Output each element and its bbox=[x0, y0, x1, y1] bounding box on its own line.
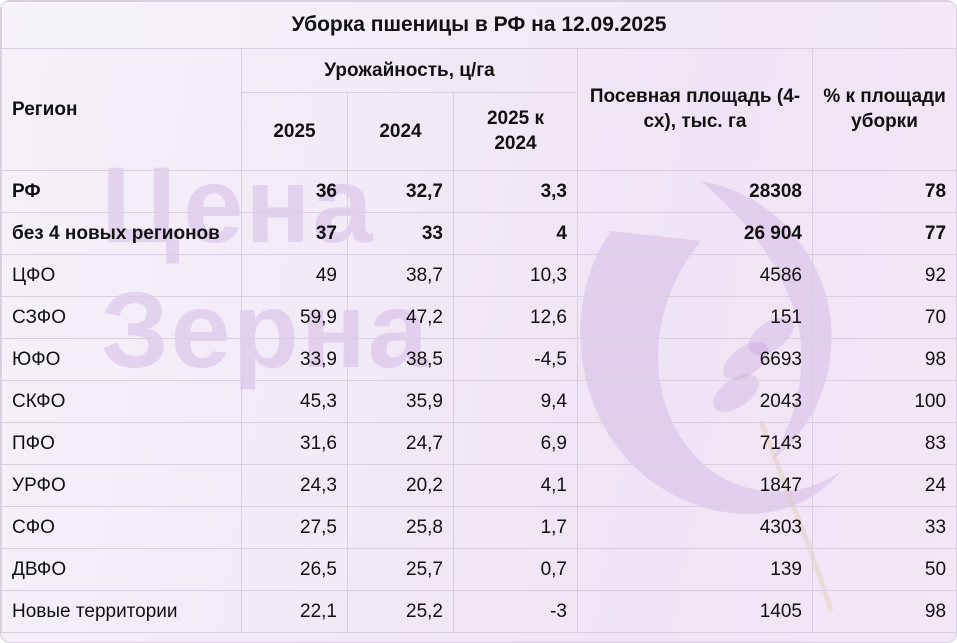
header-pct: % к площади уборки bbox=[811, 48, 956, 171]
table-row: РФ 36 32,7 3,3 28308 78 bbox=[1, 170, 956, 213]
cell-pct: 98 bbox=[811, 338, 956, 381]
table-body: РФ 36 32,7 3,3 28308 78 без 4 новых регионов 37… bbox=[1, 170, 956, 633]
cell-pct: 33 bbox=[811, 506, 956, 549]
cell-area: 1847 bbox=[577, 464, 813, 507]
header-diff: 2025 к 2024 bbox=[453, 92, 578, 171]
header-2025: 2025 bbox=[241, 92, 348, 171]
cell-y2025: 49 bbox=[241, 254, 348, 297]
cell-diff: 6,9 bbox=[453, 422, 578, 465]
cell-pct: 77 bbox=[811, 212, 956, 255]
cell-y2024: 33 bbox=[347, 212, 454, 255]
cell-y2025: 27,5 bbox=[241, 506, 348, 549]
cell-area: 28308 bbox=[577, 170, 813, 213]
cell-y2025: 59,9 bbox=[241, 296, 348, 339]
table-row: Новые территории 22,1 25,2 -3 1405 98 bbox=[1, 590, 956, 633]
cell-area: 2043 bbox=[577, 380, 813, 423]
cell-pct: 83 bbox=[811, 422, 956, 465]
cell-y2024: 35,9 bbox=[347, 380, 454, 423]
cell-y2024: 25,8 bbox=[347, 506, 454, 549]
cell-region: ЮФО bbox=[1, 338, 242, 381]
cell-region: РФ bbox=[1, 170, 242, 213]
cell-region: УРФО bbox=[1, 464, 242, 507]
cell-diff: 4,1 bbox=[453, 464, 578, 507]
cell-region: СКФО bbox=[1, 380, 242, 423]
cell-area: 4586 bbox=[577, 254, 813, 297]
cell-area: 26 904 bbox=[577, 212, 813, 255]
cell-y2024: 24,7 bbox=[347, 422, 454, 465]
cell-region: СФО bbox=[1, 506, 242, 549]
table-row: ЮФО 33,9 38,5 -4,5 6693 98 bbox=[1, 338, 956, 381]
cell-y2025: 22,1 bbox=[241, 590, 348, 633]
cell-area: 151 bbox=[577, 296, 813, 339]
cell-pct: 70 bbox=[811, 296, 956, 339]
table-row: СКФО 45,3 35,9 9,4 2043 100 bbox=[1, 380, 956, 423]
cell-y2025: 37 bbox=[241, 212, 348, 255]
table-row: СФО 27,5 25,8 1,7 4303 33 bbox=[1, 506, 956, 549]
cell-region: ДВФО bbox=[1, 548, 242, 591]
table-row: ДВФО 26,5 25,7 0,7 139 50 bbox=[1, 548, 956, 591]
cell-y2024: 20,2 bbox=[347, 464, 454, 507]
cell-region: ПФО bbox=[1, 422, 242, 465]
cell-area: 1405 bbox=[577, 590, 813, 633]
header-area: Посевная площадь (4-сх), тыс. га bbox=[577, 48, 813, 171]
table-row: ЦФО 49 38,7 10,3 4586 92 bbox=[1, 254, 956, 297]
cell-y2025: 24,3 bbox=[241, 464, 348, 507]
cell-pct: 98 bbox=[811, 590, 956, 633]
cell-pct: 92 bbox=[811, 254, 956, 297]
cell-diff: -4,5 bbox=[453, 338, 578, 381]
cell-y2025: 33,9 bbox=[241, 338, 348, 381]
cell-pct: 24 bbox=[811, 464, 956, 507]
header-2024: 2024 bbox=[347, 92, 454, 171]
cell-region: ЦФО bbox=[1, 254, 242, 297]
cell-y2025: 31,6 bbox=[241, 422, 348, 465]
cell-pct: 50 bbox=[811, 548, 956, 591]
table-row: ПФО 31,6 24,7 6,9 7143 83 bbox=[1, 422, 956, 465]
cell-diff: 10,3 bbox=[453, 254, 578, 297]
cell-y2024: 38,5 bbox=[347, 338, 454, 381]
cell-diff: 0,7 bbox=[453, 548, 578, 591]
cell-area: 7143 bbox=[577, 422, 813, 465]
cell-area: 6693 bbox=[577, 338, 813, 381]
cell-diff: -3 bbox=[453, 590, 578, 633]
cell-y2025: 26,5 bbox=[241, 548, 348, 591]
table-title: Уборка пшеницы в РФ на 12.09.2025 bbox=[1, 1, 956, 49]
cell-diff: 4 bbox=[453, 212, 578, 255]
cell-diff: 12,6 bbox=[453, 296, 578, 339]
cell-pct: 100 bbox=[811, 380, 956, 423]
cell-y2024: 25,7 bbox=[347, 548, 454, 591]
table-row: СЗФО 59,9 47,2 12,6 151 70 bbox=[1, 296, 956, 339]
cell-y2025: 36 bbox=[241, 170, 348, 213]
cell-y2024: 38,7 bbox=[347, 254, 454, 297]
header-region: Регион bbox=[1, 48, 242, 171]
cell-y2024: 32,7 bbox=[347, 170, 454, 213]
cell-y2024: 25,2 bbox=[347, 590, 454, 633]
cell-region: без 4 новых регионов bbox=[1, 212, 242, 255]
cell-area: 4303 bbox=[577, 506, 813, 549]
cell-pct: 78 bbox=[811, 170, 956, 213]
cell-y2024: 47,2 bbox=[347, 296, 454, 339]
cell-region: Новые территории bbox=[1, 590, 242, 633]
cell-diff: 1,7 bbox=[453, 506, 578, 549]
cell-y2025: 45,3 bbox=[241, 380, 348, 423]
cell-diff: 9,4 bbox=[453, 380, 578, 423]
header-yield-group: Урожайность, ц/га bbox=[241, 48, 578, 93]
cell-diff: 3,3 bbox=[453, 170, 578, 213]
cell-region: СЗФО bbox=[1, 296, 242, 339]
cell-area: 139 bbox=[577, 548, 813, 591]
table-row: без 4 новых регионов 37 33 4 26 904 77 bbox=[1, 212, 956, 255]
table-row: УРФО 24,3 20,2 4,1 1847 24 bbox=[1, 464, 956, 507]
